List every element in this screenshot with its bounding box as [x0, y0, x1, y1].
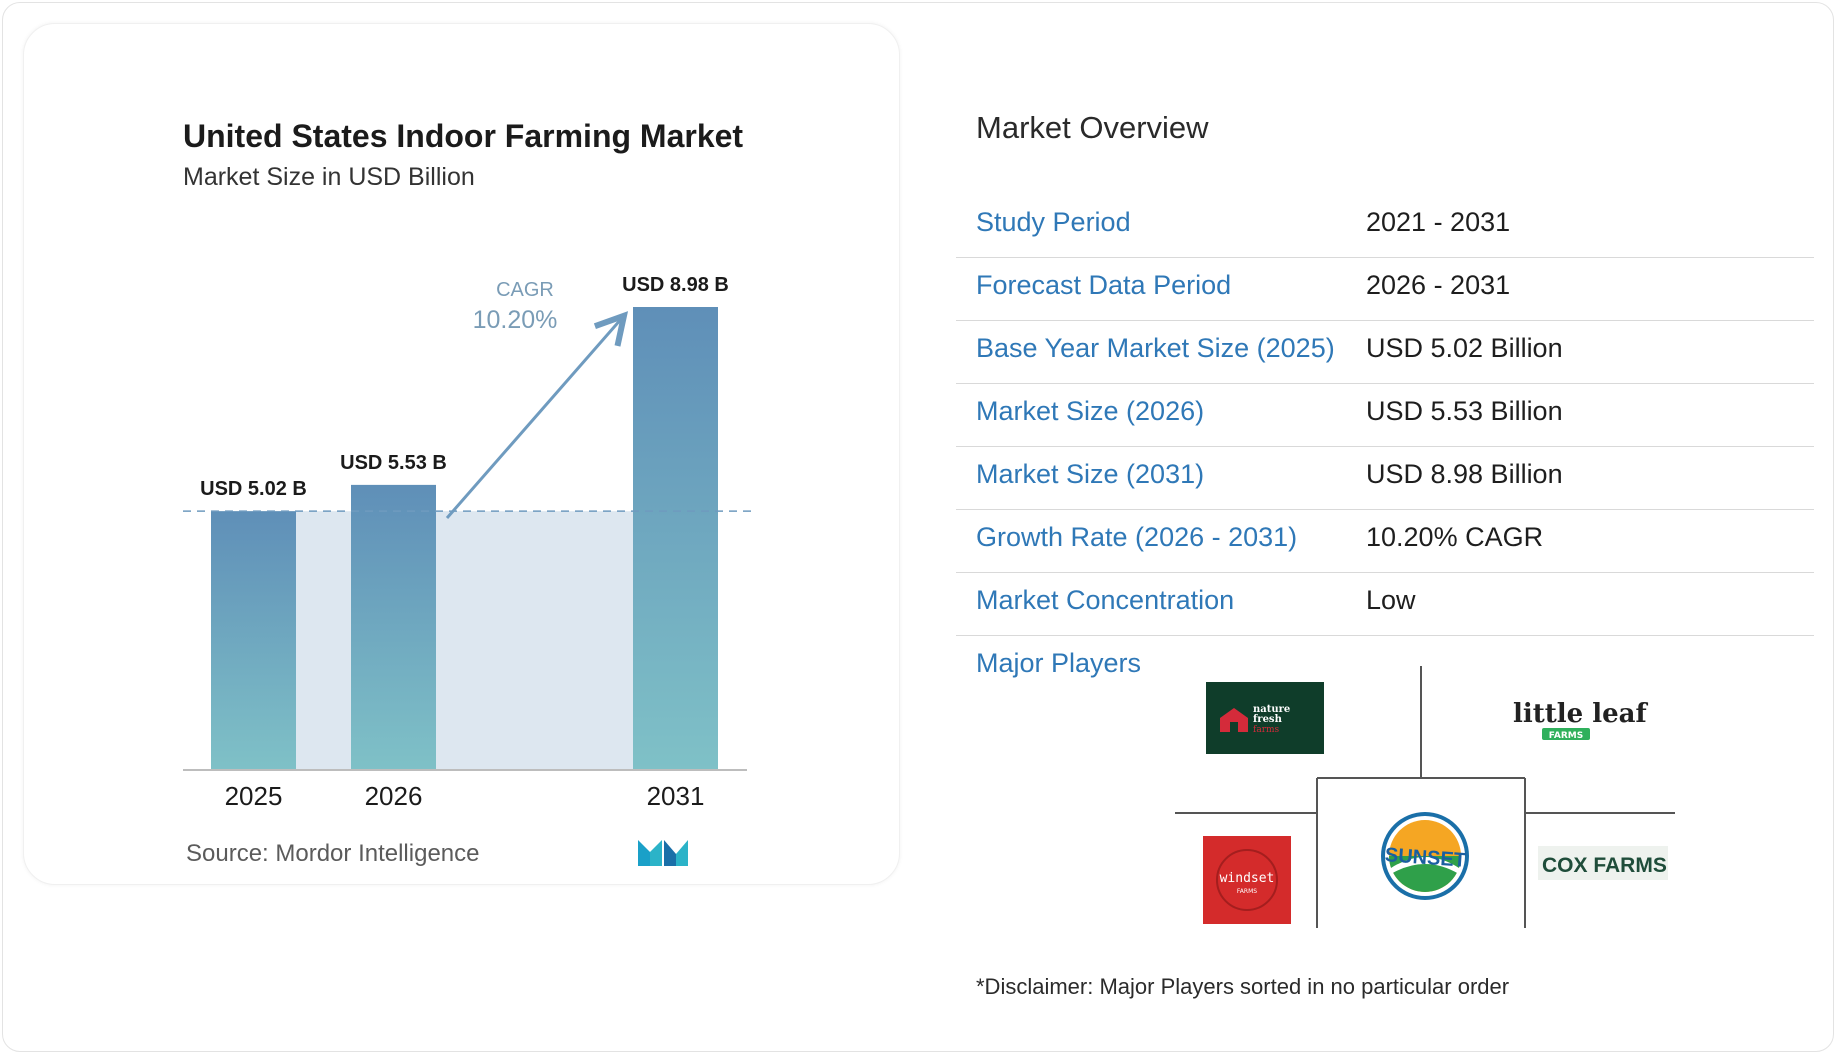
cagr-label: CAGR [496, 279, 554, 301]
cagr-value: 10.20% [473, 306, 558, 334]
overview-row-value: 2026 - 2031 [1366, 270, 1511, 300]
windset-farms-logo: windset FARMS [1203, 836, 1291, 924]
overview-title: Market Overview [976, 110, 1209, 145]
data-label: USD 5.53 B [340, 452, 447, 474]
overview-row-label: Forecast Data Period [976, 270, 1232, 300]
svg-text:windset: windset [1220, 871, 1275, 886]
overview-row: Study Period 2021 - 2031 [956, 195, 1814, 258]
svg-text:farms: farms [1253, 725, 1280, 735]
overview-row-value: 10.20% CAGR [1366, 522, 1544, 552]
overview-row-label: Growth Rate (2026 - 2031) [976, 522, 1298, 552]
overview-row: Market Size (2031) USD 8.98 Billion [956, 447, 1814, 510]
svg-text:FARMS: FARMS [1549, 731, 1583, 741]
overview-row: Base Year Market Size (2025) USD 5.02 Bil… [956, 321, 1814, 384]
svg-text:COX FARMS: COX FARMS [1542, 854, 1667, 877]
chart-title: United States Indoor Farming Market [183, 118, 744, 154]
data-label: USD 5.02 B [200, 478, 307, 500]
overview-row: Market Size (2026) USD 5.53 Billion [956, 384, 1814, 447]
x-tick-label: 2025 [225, 781, 283, 811]
overview-row: Forecast Data Period 2026 - 2031 [956, 258, 1814, 321]
overview-row-label: Market Size (2026) [976, 396, 1205, 426]
bar-chart: USD 5.02 B USD 5.53 B USD 8.98 B 2025 2026 20… [183, 274, 752, 811]
x-tick-label: 2026 [365, 781, 423, 811]
bar-2031 [633, 307, 718, 770]
overview-row-value: 2021 - 2031 [1366, 207, 1511, 237]
svg-text:fresh: fresh [1253, 714, 1283, 725]
sunset-logo: SUNSET [1381, 812, 1469, 900]
overview-row-label: Study Period [976, 207, 1131, 237]
svg-text:nature: nature [1253, 704, 1290, 715]
overview-table: Study Period 2021 - 2031 Forecast Data Per… [956, 195, 1814, 636]
major-players-label: Major Players [976, 648, 1142, 678]
source-note: Source: Mordor Intelligence [186, 840, 480, 867]
svg-text:FARMS: FARMS [1237, 888, 1257, 895]
major-players-logos: nature fresh farms little leaf FARMS win… [1175, 666, 1675, 928]
overview-row-label: Market Size (2031) [976, 459, 1205, 489]
svg-text:little leaf: little leaf [1513, 699, 1649, 729]
little-leaf-farms-logo: little leaf FARMS [1513, 699, 1649, 741]
overview-row-label: Market Concentration [976, 585, 1235, 615]
data-label: USD 8.98 B [622, 274, 729, 296]
overview-row: Market Concentration Low [956, 573, 1814, 636]
bar-2025 [211, 511, 296, 770]
overview-row-value: USD 5.53 Billion [1366, 396, 1563, 426]
overview-row-value: USD 5.02 Billion [1366, 333, 1563, 363]
disclaimer: *Disclaimer: Major Players sorted in no … [976, 974, 1510, 999]
mordor-intelligence-logo [638, 840, 688, 866]
nature-fresh-farms-logo: nature fresh farms [1206, 682, 1324, 754]
overview-row-value: Low [1366, 585, 1416, 615]
overview-row-value: USD 8.98 Billion [1366, 459, 1563, 489]
cox-farms-logo: COX FARMS [1538, 846, 1668, 880]
overview-row-label: Base Year Market Size (2025) [976, 333, 1335, 363]
overview-row: Growth Rate (2026 - 2031) 10.20% CAGR [956, 510, 1814, 573]
chart-subtitle: Market Size in USD Billion [183, 163, 475, 191]
bar-2026 [351, 484, 436, 770]
x-tick-label: 2031 [647, 781, 705, 811]
cagr-arrow [445, 318, 622, 519]
